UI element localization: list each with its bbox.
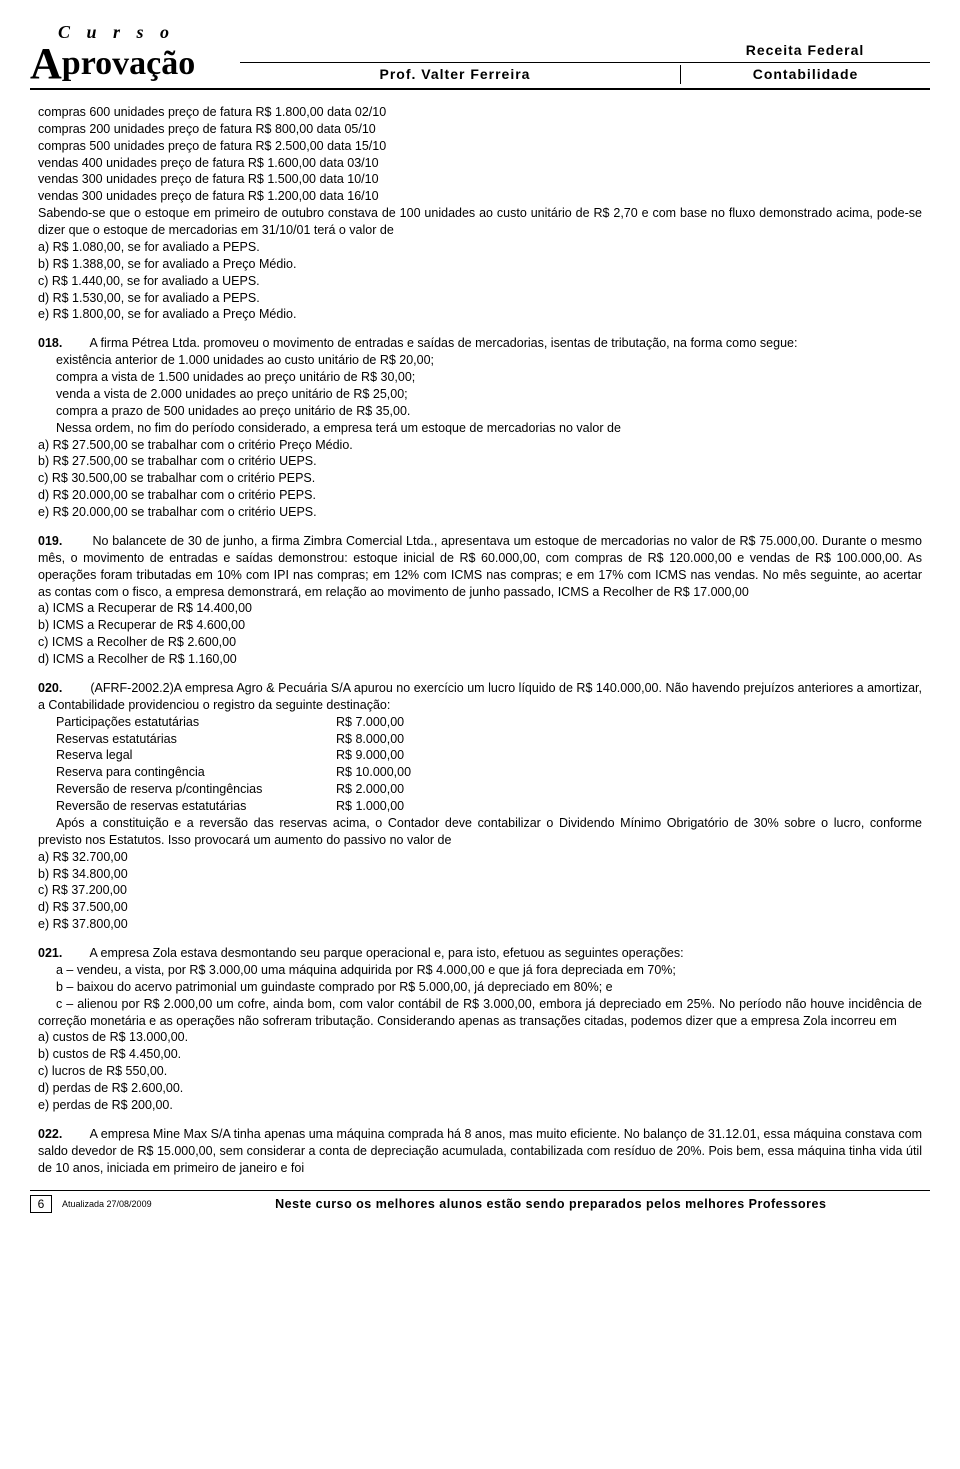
footer-text: Neste curso os melhores alunos estão sen… xyxy=(172,1196,930,1213)
q018-item: compra a prazo de 500 unidades ao preço … xyxy=(38,403,922,420)
q020-row-label: Reservas estatutárias xyxy=(38,731,318,748)
q021-item: b – baixou do acervo patrimonial um guin… xyxy=(38,979,922,996)
q017-opt: d) R$ 1.530,00, se for avaliado a PEPS. xyxy=(38,290,922,307)
q021-opt: a) custos de R$ 13.000,00. xyxy=(38,1029,922,1046)
body-text: compras 600 unidades preço de fatura R$ … xyxy=(30,104,930,1177)
q019-opt: d) ICMS a Recolher de R$ 1.160,00 xyxy=(38,651,922,668)
q020-row: Participações estatutáriasR$ 7.000,00 xyxy=(38,714,922,731)
logo-curso-text: C u r s o xyxy=(58,20,240,44)
q020-row-label: Reversão de reserva p/contingências xyxy=(38,781,318,798)
q018-opt: e) R$ 20.000,00 se trabalhar com o crité… xyxy=(38,504,922,521)
q020-row: Reservas estatutáriasR$ 8.000,00 xyxy=(38,731,922,748)
logo-block: C u r s o Aprovação xyxy=(30,20,240,84)
q022-number: 022. xyxy=(38,1127,62,1141)
q017-line: compras 500 unidades preço de fatura R$ … xyxy=(38,138,922,155)
q019-opt: c) ICMS a Recolher de R$ 2.600,00 xyxy=(38,634,922,651)
page: C u r s o Aprovação Receita Federal Prof… xyxy=(0,0,960,1233)
q017-line: vendas 300 unidades preço de fatura R$ 1… xyxy=(38,171,922,188)
q018-opt: c) R$ 30.500,00 se trabalhar com o crité… xyxy=(38,470,922,487)
q019-block: 019. No balancete de 30 de junho, a firm… xyxy=(38,533,922,668)
q020-row: Reserva para contingênciaR$ 10.000,00 xyxy=(38,764,922,781)
q021-opt: b) custos de R$ 4.450,00. xyxy=(38,1046,922,1063)
header-bottom-row: Prof. Valter Ferreira Contabilidade xyxy=(240,63,930,84)
q018-opt: b) R$ 27.500,00 se trabalhar com o crité… xyxy=(38,453,922,470)
header-top-row: Receita Federal xyxy=(240,41,930,63)
q018-block: 018. A firma Pétrea Ltda. promoveu o mov… xyxy=(38,335,922,521)
header-subject: Contabilidade xyxy=(680,65,930,84)
q017-opt: a) R$ 1.080,00, se for avaliado a PEPS. xyxy=(38,239,922,256)
q020-lead: (AFRF-2002.2)A empresa Agro & Pecuária S… xyxy=(38,681,922,712)
q020-row-value: R$ 10.000,00 xyxy=(318,764,922,781)
q020-mid: Após a constituição e a reversão das res… xyxy=(38,815,922,849)
q020-row: Reversão de reservas estatutáriasR$ 1.00… xyxy=(38,798,922,815)
q017-line: Sabendo-se que o estoque em primeiro de … xyxy=(38,205,922,239)
page-header: C u r s o Aprovação Receita Federal Prof… xyxy=(30,20,930,90)
q020-opt: d) R$ 37.500,00 xyxy=(38,899,922,916)
q021-opt: e) perdas de R$ 200,00. xyxy=(38,1097,922,1114)
q019-opt: a) ICMS a Recuperar de R$ 14.400,00 xyxy=(38,600,922,617)
q020-opt: b) R$ 34.800,00 xyxy=(38,866,922,883)
q020-row-value: R$ 9.000,00 xyxy=(318,747,922,764)
footer-page-number: 6 xyxy=(30,1195,52,1213)
header-receita: Receita Federal xyxy=(680,41,930,60)
q020-row-label: Reserva legal xyxy=(38,747,318,764)
q020-row-label: Reversão de reservas estatutárias xyxy=(38,798,318,815)
q018-item: venda a vista de 2.000 unidades ao preço… xyxy=(38,386,922,403)
q020-row-value: R$ 1.000,00 xyxy=(318,798,922,815)
q020-opt: e) R$ 37.800,00 xyxy=(38,916,922,933)
q017-opt: e) R$ 1.800,00, se for avaliado a Preço … xyxy=(38,306,922,323)
q017-opt: c) R$ 1.440,00, se for avaliado a UEPS. xyxy=(38,273,922,290)
q020-row: Reversão de reserva p/contingênciasR$ 2.… xyxy=(38,781,922,798)
q020-row-value: R$ 7.000,00 xyxy=(318,714,922,731)
q019-number: 019. xyxy=(38,534,62,548)
q017-line: compras 200 unidades preço de fatura R$ … xyxy=(38,121,922,138)
q022-text: A empresa Mine Max S/A tinha apenas uma … xyxy=(38,1127,922,1175)
q020-opt: a) R$ 32.700,00 xyxy=(38,849,922,866)
q019-text: No balancete de 30 de junho, a firma Zim… xyxy=(38,534,922,599)
q021-block: 021. A empresa Zola estava desmontando s… xyxy=(38,945,922,1114)
q021-lead: A empresa Zola estava desmontando seu pa… xyxy=(89,946,683,960)
q018-number: 018. xyxy=(38,336,62,350)
q017-block: compras 600 unidades preço de fatura R$ … xyxy=(38,104,922,323)
q018-opt: a) R$ 27.500,00 se trabalhar com o crité… xyxy=(38,437,922,454)
header-prof: Prof. Valter Ferreira xyxy=(240,65,680,84)
q020-opt: c) R$ 37.200,00 xyxy=(38,882,922,899)
q017-opt: b) R$ 1.388,00, se for avaliado a Preço … xyxy=(38,256,922,273)
q020-row-value: R$ 8.000,00 xyxy=(318,731,922,748)
logo-aprovacao-text: Aprovação xyxy=(30,44,240,84)
page-footer: 6 Atualizada 27/08/2009 Neste curso os m… xyxy=(30,1190,930,1213)
q021-item: c – alienou por R$ 2.000,00 um cofre, ai… xyxy=(38,996,922,1030)
q021-item: a – vendeu, a vista, por R$ 3.000,00 uma… xyxy=(38,962,922,979)
header-empty-cell xyxy=(240,41,680,60)
q018-lead: A firma Pétrea Ltda. promoveu o moviment… xyxy=(89,336,797,350)
q021-opt: c) lucros de R$ 550,00. xyxy=(38,1063,922,1080)
q017-line: compras 600 unidades preço de fatura R$ … xyxy=(38,104,922,121)
q018-item: compra a vista de 1.500 unidades ao preç… xyxy=(38,369,922,386)
q021-opt: d) perdas de R$ 2.600,00. xyxy=(38,1080,922,1097)
q020-row-value: R$ 2.000,00 xyxy=(318,781,922,798)
q022-block: 022. A empresa Mine Max S/A tinha apenas… xyxy=(38,1126,922,1177)
q017-line: vendas 400 unidades preço de fatura R$ 1… xyxy=(38,155,922,172)
q021-number: 021. xyxy=(38,946,62,960)
footer-date: Atualizada 27/08/2009 xyxy=(62,1198,152,1210)
q018-mid: Nessa ordem, no fim do período considera… xyxy=(38,420,922,437)
header-right: Receita Federal Prof. Valter Ferreira Co… xyxy=(240,20,930,84)
q020-block: 020. (AFRF-2002.2)A empresa Agro & Pecuá… xyxy=(38,680,922,933)
q019-opt: b) ICMS a Recuperar de R$ 4.600,00 xyxy=(38,617,922,634)
q018-opt: d) R$ 20.000,00 se trabalhar com o crité… xyxy=(38,487,922,504)
q020-row-label: Participações estatutárias xyxy=(38,714,318,731)
q018-item: existência anterior de 1.000 unidades ao… xyxy=(38,352,922,369)
q020-row: Reserva legalR$ 9.000,00 xyxy=(38,747,922,764)
q020-number: 020. xyxy=(38,681,62,695)
q020-row-label: Reserva para contingência xyxy=(38,764,318,781)
q017-line: vendas 300 unidades preço de fatura R$ 1… xyxy=(38,188,922,205)
